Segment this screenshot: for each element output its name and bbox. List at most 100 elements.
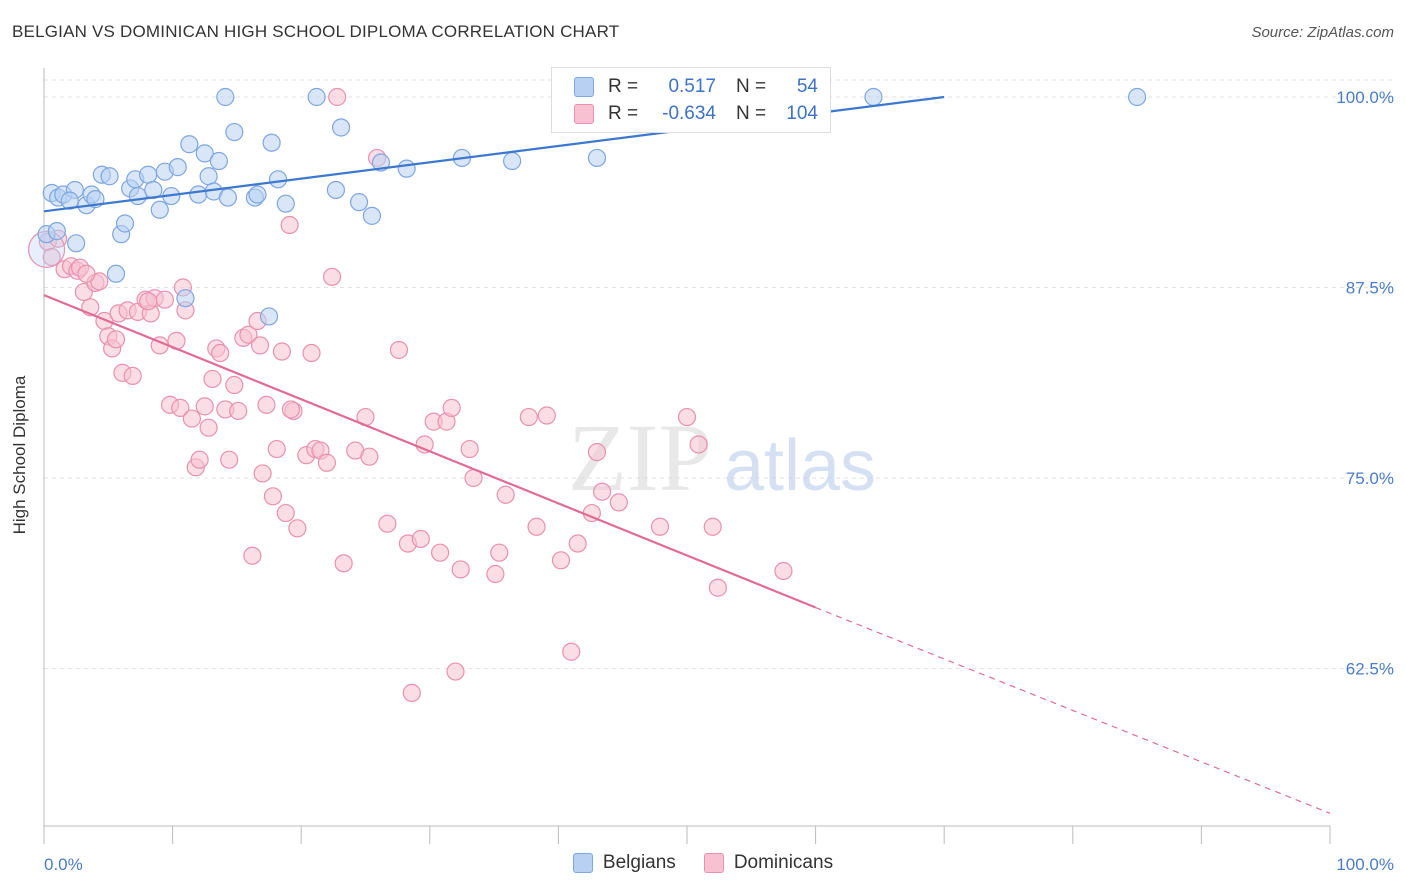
legend-swatch-belgians [574,77,594,97]
legend-row-belgians: R = 0.517 N = 54 [574,74,818,100]
belgian-point [216,87,235,107]
x-tick-label-max: 100.0% [1336,855,1394,874]
dominican-point [155,290,174,309]
dominican-point [276,503,295,523]
belgian-point [176,289,195,308]
legend-label-dominicans: Dominicans [733,852,834,873]
dominican-point [281,400,301,419]
dominican-point [334,554,353,573]
dominican-point [587,442,607,462]
dominican-point [257,395,276,414]
dominican-point [389,340,409,360]
dominican-point [486,564,505,584]
dominican-point [263,487,283,506]
belgians-points [37,87,1147,326]
legend-label-belgians: Belgians [602,852,676,873]
belgian-point [195,144,214,163]
belgian-point [199,167,218,186]
dominican-point [446,662,465,681]
x-tick-label-min: 0.0% [44,855,83,874]
dominican-point [106,330,126,349]
belgian-point [139,165,158,184]
dominican-point [42,247,61,267]
legend-item-belgians[interactable]: Belgians [572,852,676,874]
dominican-point [551,551,571,570]
belgian-point [259,307,279,326]
dominican-point [562,642,581,661]
dominican-point [460,439,479,459]
dominican-point [77,264,96,283]
watermark-atlas: atlas [724,426,876,506]
legend-n-value-belgians: 54 [796,76,818,97]
x-tick-labels: 0.0% 100.0% [44,855,1394,874]
y-tick-labels: 100.0% 87.5% 75.0% 62.5% [1336,88,1394,679]
dominican-point [689,435,708,454]
legend-n-label: N = [736,103,767,124]
belgian-point [268,170,288,189]
dominicans-trend-line [43,294,817,609]
belgian-point [503,151,522,171]
dominican-point [225,375,244,395]
belgian-point [326,180,346,200]
belgian-point [67,234,86,253]
belgian-point [371,153,391,172]
dominican-point [593,482,612,501]
legend-r-label: R = [608,76,639,97]
dominican-point [402,683,421,702]
dominican-point [123,366,142,385]
source-label: Source: ZipAtlas.com [1251,24,1394,41]
belgian-point [225,122,244,142]
y-tick-label: 75.0% [1346,469,1394,488]
dominican-point [302,343,321,363]
belgian-point [150,200,169,219]
dominican-point [220,450,239,469]
belgian-point [362,206,382,225]
belgian-point [168,158,187,177]
belgian-point [189,185,208,204]
dominicans-points [27,87,793,702]
dominican-point [322,267,342,286]
belgian-point [262,133,281,152]
legend-swatch-dominicans [703,853,724,873]
dominican-point [267,439,286,459]
legend-r-value-belgians: 0.517 [668,76,716,97]
dominican-point [253,464,272,483]
belgian-point [276,194,295,213]
dominican-point [171,398,190,417]
belgian-point [248,185,267,204]
dominican-point [239,325,258,344]
dominican-point [211,343,230,363]
dominican-point [272,342,292,361]
legend-n-label: N = [736,76,767,97]
dominican-point [328,87,347,107]
dominican-point [527,517,546,536]
dominican-point [519,407,538,427]
belgian-point [307,87,326,107]
dominican-point [378,514,397,533]
belgian-point [106,264,126,283]
dominican-point [496,485,515,504]
belgian-point [128,186,147,206]
dominican-point [288,519,307,538]
dominican-point [703,517,722,536]
dominican-point [280,215,299,235]
dominican-point [677,407,697,427]
belgian-point [397,159,416,178]
dominican-point [708,578,727,597]
dominican-point [451,560,470,579]
y-tick-label: 62.5% [1346,660,1394,679]
dominican-point [199,418,218,437]
dominican-point [537,406,556,425]
legend-item-dominicans[interactable]: Dominicans [703,852,834,874]
legend-r-label: R = [608,103,639,124]
legend-swatch-dominicans [574,104,594,124]
dominican-point [490,543,509,562]
dominican-point [442,398,461,417]
dominican-point [360,447,379,466]
dominican-point [411,529,430,549]
dominican-point [195,397,214,416]
dominicans-trend-extension [815,606,1331,814]
legend-r-value-dominicans: -0.634 [662,103,716,124]
belgian-point [218,188,237,207]
